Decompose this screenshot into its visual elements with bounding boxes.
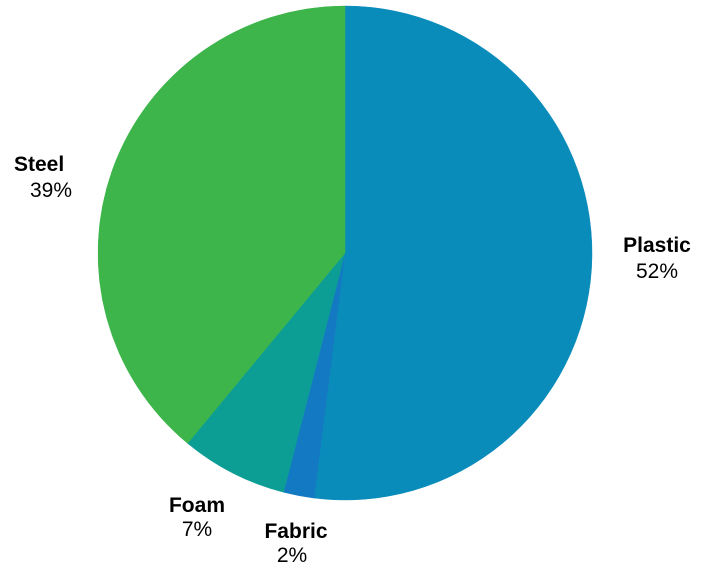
slice-label-foam: Foam [169,494,225,517]
slice-value-foam: 7% [182,518,212,541]
pie-slice-foam [187,252,346,493]
pie-slice-steel [97,5,346,444]
pie-slice-plastic [313,5,593,501]
slice-label-steel: Steel [14,153,64,176]
pie-labels: Plastic 52% Fabric 2% Foam 7% Steel 39% [14,153,691,565]
slice-value-fabric: 2% [277,544,307,565]
slice-value-plastic: 52% [636,260,678,283]
slice-label-fabric: Fabric [264,520,327,543]
pie-slices [97,5,593,501]
slice-label-plastic: Plastic [623,234,691,257]
slice-value-steel: 39% [30,179,72,202]
